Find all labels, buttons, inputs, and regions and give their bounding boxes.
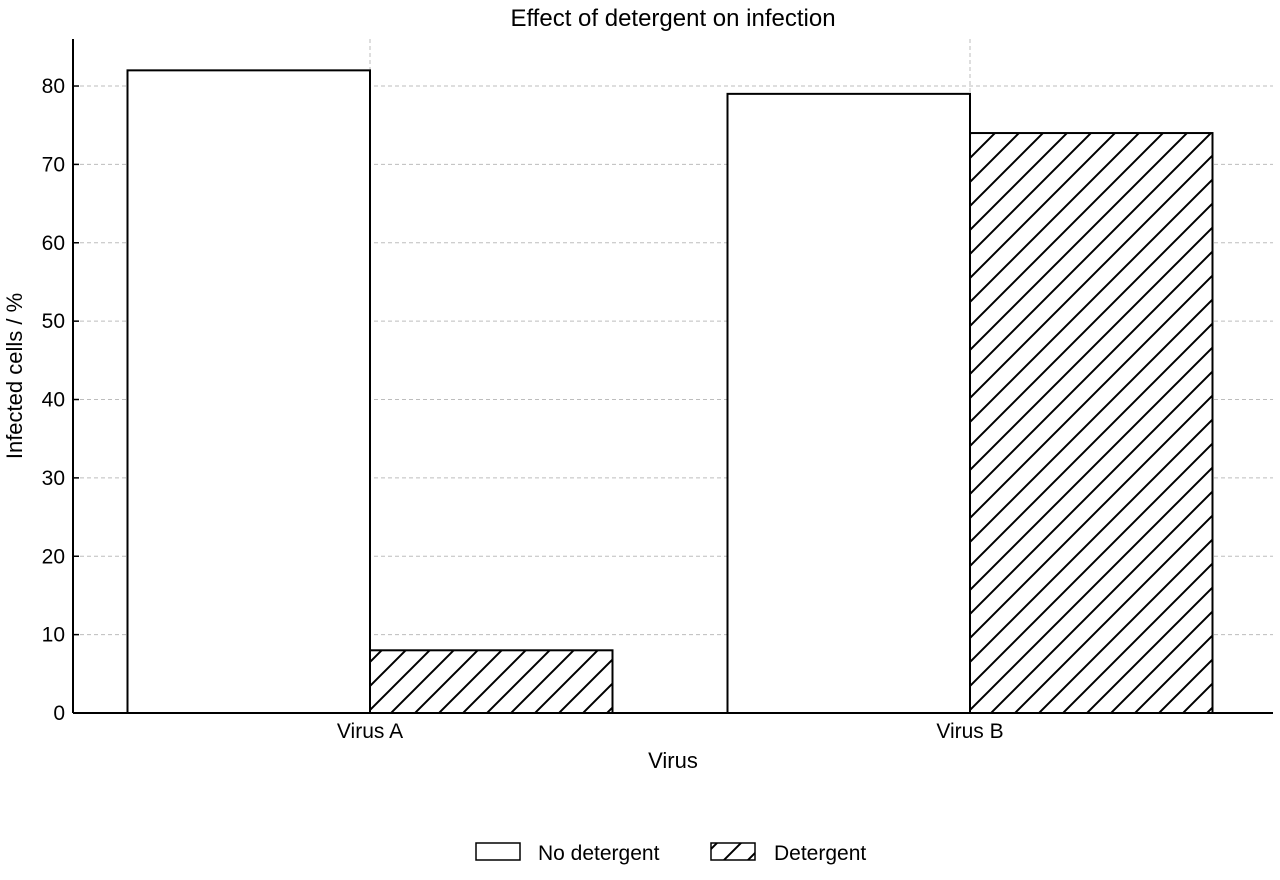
y-tick-label: 30: [42, 467, 65, 490]
y-tick-label: 0: [53, 702, 65, 725]
bar-detergent-2: [969, 132, 1214, 714]
legend: No detergent Detergent: [475, 842, 866, 865]
y-tick-label: 50: [42, 310, 65, 333]
y-tick-label: 80: [42, 75, 65, 98]
y-axis-label: Infected cells / %: [2, 293, 27, 459]
chart-title: Effect of detergent on infection: [510, 5, 835, 32]
y-tick-label: 20: [42, 545, 65, 568]
ticks: 0 10 20 30 40 50 60 70 80 Virus A Virus B: [42, 75, 1004, 743]
x-tick-label: Virus B: [936, 720, 1003, 743]
legend-swatch: [475, 842, 521, 861]
y-tick-label: 10: [42, 624, 65, 647]
legend-item-detergent: Detergent: [710, 842, 866, 865]
bar-no-detergent-2: [726, 92, 971, 714]
bar-no-detergent-1: [126, 69, 371, 715]
x-tick-label: Virus A: [337, 720, 403, 743]
legend-swatch: [710, 842, 756, 861]
y-tick-label: 60: [42, 232, 65, 255]
bars: [126, 69, 1214, 715]
y-tick-label: 40: [42, 389, 65, 412]
axes: [72, 39, 1273, 714]
legend-label: No detergent: [538, 842, 660, 865]
y-tick-label: 70: [42, 153, 65, 176]
bar-detergent-1: [369, 649, 614, 714]
legend-item-no-detergent: No detergent: [475, 842, 660, 865]
legend-label: Detergent: [774, 842, 866, 865]
x-axis-label: Virus: [648, 748, 698, 773]
